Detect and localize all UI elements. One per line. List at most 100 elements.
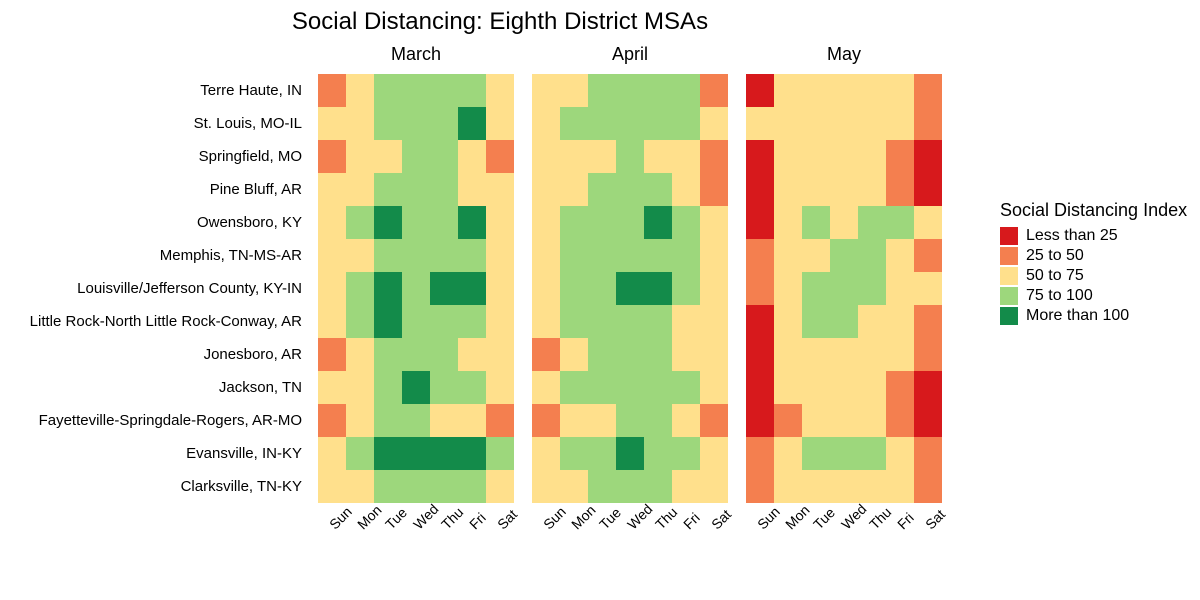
heatmap-cell [458,437,486,470]
legend-label: More than 100 [1026,307,1129,325]
heatmap-cell [458,173,486,206]
row-label: Memphis, TN-MS-AR [2,247,302,264]
heatmap-cell [858,404,886,437]
facet-label: April [532,44,728,65]
heatmap-cell [914,371,942,404]
day-label: Thu [866,504,894,532]
heatmap-cell [746,371,774,404]
heatmap-cell [616,173,644,206]
heatmap-cell [318,173,346,206]
heatmap-cell [532,437,560,470]
heatmap-cell [914,437,942,470]
heatmap-cell [616,437,644,470]
heatmap-cell [402,107,430,140]
facet-label: May [746,44,942,65]
day-label: Wed [838,501,869,532]
heatmap-cell [858,173,886,206]
row-label: Owensboro, KY [2,214,302,231]
day-label: Mon [354,502,385,533]
heatmap-cell [402,404,430,437]
heatmap-cell [616,305,644,338]
heatmap-cell [830,140,858,173]
heatmap-cell [486,206,514,239]
heatmap-cell [802,404,830,437]
facet-label: March [318,44,514,65]
heatmap-cell [858,305,886,338]
heatmap-cell [914,305,942,338]
heatmap-cell [774,272,802,305]
heatmap-cell [672,305,700,338]
heatmap-cell [318,272,346,305]
heatmap-cell [346,338,374,371]
heatmap-cell [346,107,374,140]
heatmap-cell [486,107,514,140]
heatmap-cell [318,206,346,239]
heatmap-cell [402,74,430,107]
heatmap-cell [774,206,802,239]
day-label: Fri [466,509,489,532]
heatmap-cell [886,338,914,371]
heatmap-cell [560,371,588,404]
heatmap-cell [830,239,858,272]
heatmap-cell [588,74,616,107]
heatmap-cell [858,338,886,371]
row-label: Louisville/Jefferson County, KY-IN [2,280,302,297]
heatmap-cell [560,338,588,371]
heatmap-cell [830,107,858,140]
day-label: Sun [540,503,569,532]
row-label: Fayetteville-Springdale-Rogers, AR-MO [2,412,302,429]
heatmap-cell [486,338,514,371]
heatmap-cell [588,404,616,437]
heatmap-cell [774,371,802,404]
heatmap-cell [402,437,430,470]
heatmap-cell [374,437,402,470]
legend-item: 50 to 75 [1000,267,1187,285]
heatmap-cell [914,404,942,437]
heatmap-cell [346,173,374,206]
heatmap-cell [644,305,672,338]
heatmap-cell [802,74,830,107]
heatmap-cell [532,371,560,404]
heatmap-cell [486,305,514,338]
heatmap-cell [672,338,700,371]
heatmap-cell [560,173,588,206]
heatmap-cell [700,74,728,107]
heatmap-cell [774,338,802,371]
heatmap-cell [616,338,644,371]
heatmap-cell [318,437,346,470]
heatmap-cell [346,272,374,305]
heatmap-cell [486,371,514,404]
heatmap-cell [700,371,728,404]
heatmap-cell [830,272,858,305]
heatmap-cell [588,470,616,503]
heatmap-cell [858,239,886,272]
heatmap-cell [402,305,430,338]
heatmap-cell [458,338,486,371]
heatmap-cell [374,173,402,206]
heatmap-cell [402,470,430,503]
heatmap-cell [486,74,514,107]
heatmap-cell [532,74,560,107]
heatmap-cell [430,173,458,206]
heatmap-cell [402,371,430,404]
heatmap-cell [830,74,858,107]
heatmap-cell [560,404,588,437]
heatmap-cell [700,107,728,140]
heatmap-cell [802,305,830,338]
heatmap-cell [374,305,402,338]
heatmap-cell [858,206,886,239]
legend-item: Less than 25 [1000,227,1187,245]
heatmap-cell [486,239,514,272]
legend-swatch [1000,227,1018,245]
day-label: Fri [680,509,703,532]
heatmap-cell [746,305,774,338]
heatmap-cell [914,239,942,272]
heatmap-cell [746,140,774,173]
heatmap-cell [774,470,802,503]
heatmap-cell [458,305,486,338]
heatmap-cell [532,404,560,437]
heatmap-cell [774,74,802,107]
heatmap-cell [616,371,644,404]
heatmap-cell [830,470,858,503]
day-label: Wed [410,501,441,532]
